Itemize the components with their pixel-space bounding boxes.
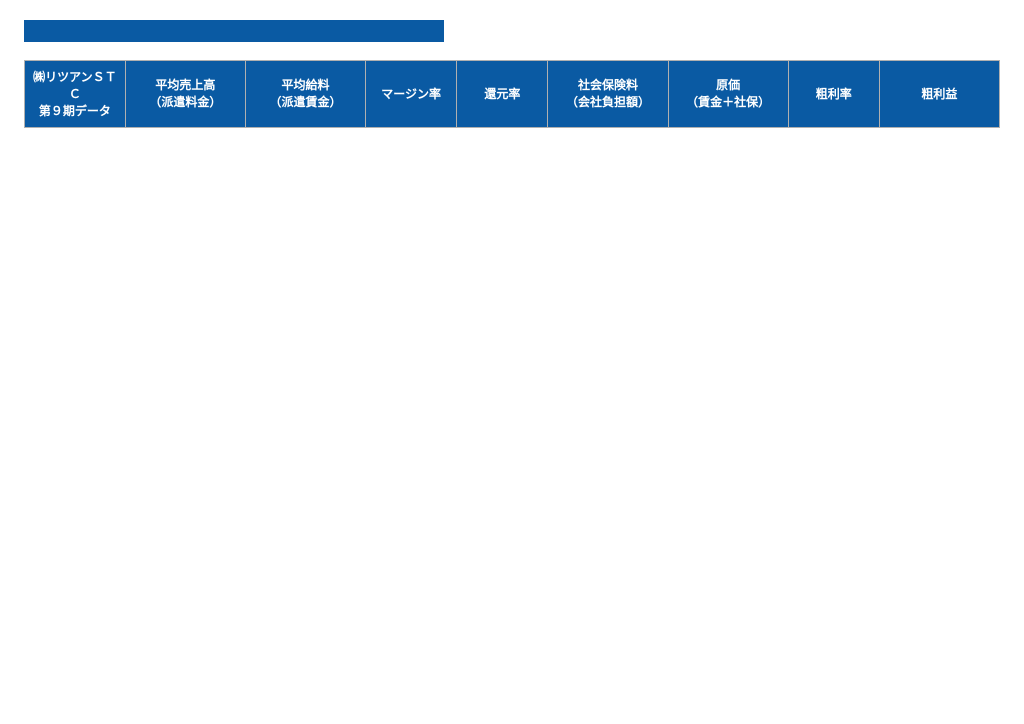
col-header-8: 粗利益 (879, 61, 999, 128)
col-header-4: 還元率 (457, 61, 548, 128)
col-header-2: 平均給料（派遣賃金） (245, 61, 365, 128)
col-header-1: 平均売上高（派遣料金） (125, 61, 245, 128)
col-header-5: 社会保険料（会社負担額） (548, 61, 668, 128)
col-header-0: ㈱リツアンＳＴＣ第９期データ (25, 61, 126, 128)
table-header: ㈱リツアンＳＴＣ第９期データ平均売上高（派遣料金）平均給料（派遣賃金）マージン率… (25, 61, 1000, 128)
col-header-7: 粗利率 (788, 61, 879, 128)
title-bar (24, 20, 444, 42)
page-header (24, 20, 1000, 42)
col-header-6: 原価（賃金＋社保） (668, 61, 788, 128)
col-header-3: マージン率 (365, 61, 456, 128)
report-table: ㈱リツアンＳＴＣ第９期データ平均売上高（派遣料金）平均給料（派遣賃金）マージン率… (24, 60, 1000, 128)
